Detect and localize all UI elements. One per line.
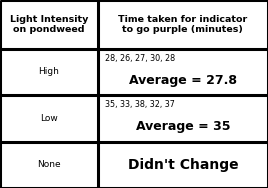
- Text: Low: Low: [40, 114, 58, 123]
- Text: Light Intensity
on pondweed: Light Intensity on pondweed: [10, 15, 88, 34]
- Text: Average = 27.8: Average = 27.8: [129, 74, 237, 87]
- Text: None: None: [37, 161, 61, 169]
- Text: High: High: [39, 67, 59, 76]
- Text: 35, 33, 38, 32, 37: 35, 33, 38, 32, 37: [105, 100, 174, 109]
- Text: Didn't Change: Didn't Change: [128, 158, 238, 172]
- Text: 28, 26, 27, 30, 28: 28, 26, 27, 30, 28: [105, 54, 175, 63]
- Text: Average = 35: Average = 35: [136, 120, 230, 133]
- Text: Time taken for indicator
to go purple (minutes): Time taken for indicator to go purple (m…: [118, 15, 248, 34]
